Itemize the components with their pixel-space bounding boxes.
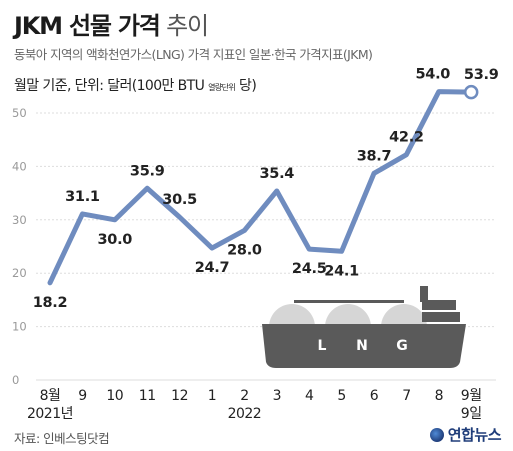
data-label: 30.0 (98, 232, 133, 248)
x-tick-label: 9 (78, 388, 86, 404)
series-jkm (47, 89, 474, 286)
y-tick-label: 30 (12, 213, 27, 227)
x-tick-label: 3 (273, 388, 281, 404)
data-label: 28.0 (227, 242, 262, 258)
last-data-point (463, 84, 479, 100)
chart-subtitle: 동북아 지역의 액화천연가스(LNG) 가격 지표인 일본·한국 가격지표(JK… (14, 47, 373, 62)
data-label: 54.0 (416, 67, 451, 83)
data-label: 18.2 (33, 295, 68, 311)
source-note: 자료: 인베스팅닷컴 (14, 431, 110, 446)
data-label: 24.5 (292, 261, 327, 277)
x-tick-label: 9월 (461, 388, 482, 404)
x-tick-label: 2 (240, 388, 248, 404)
lng-ship-illustration: L N G (262, 286, 466, 368)
data-label: 53.9 (464, 67, 499, 83)
ship-label-g: G (396, 338, 408, 354)
data-label: 35.9 (130, 163, 165, 179)
x-tick-label: 6 (370, 388, 379, 404)
data-label: 35.4 (260, 166, 295, 182)
data-points (49, 84, 479, 283)
unit-end: 당) (239, 78, 257, 94)
ship-deck-rail (294, 300, 404, 303)
series-line (47, 89, 474, 286)
x-tick-label: 4 (305, 388, 314, 404)
unit-main: 월말 기준, 단위: 달러(100만 BTU (14, 78, 205, 94)
ship-funnel (420, 286, 428, 302)
data-label: 38.7 (357, 148, 392, 164)
data-label: 42.2 (389, 130, 424, 146)
brand-globe-icon (429, 427, 444, 442)
x-tick-sublabel: 2021년 (27, 406, 73, 422)
data-label: 31.1 (65, 189, 100, 205)
x-tick-label: 8 (435, 388, 443, 404)
x-tick-label: 11 (139, 388, 156, 404)
x-tick-label: 12 (171, 388, 188, 404)
title-main: JKM 선물 가격 (14, 12, 161, 40)
x-tick-label: 8월 (40, 388, 61, 404)
brand-logo: 연합뉴스 (429, 424, 502, 445)
y-tick-label: 50 (12, 106, 27, 120)
x-tick-label: 10 (106, 388, 123, 404)
ship-bridge (422, 300, 456, 310)
y-tick-label: 20 (12, 266, 27, 280)
y-tick-label: 40 (12, 159, 27, 173)
title-light: 추이 (166, 12, 209, 40)
y-tick-label: 0 (12, 373, 19, 387)
x-tick-label: 7 (402, 388, 410, 404)
brand-name: 연합뉴스 (447, 426, 502, 444)
unit-note: 월말 기준, 단위: 달러(100만 BTU 열량단위 당) (14, 75, 257, 95)
x-tick-label: 1 (208, 388, 216, 404)
x-tick-label: 5 (337, 388, 345, 404)
x-tick-sublabel: 9일 (461, 406, 482, 422)
data-label: 24.7 (195, 260, 230, 276)
chart-title: JKM 선물 가격 추이 (14, 6, 209, 41)
data-label: 30.5 (162, 192, 197, 208)
y-tick-label: 10 (12, 320, 27, 334)
ship-label-l: L (318, 338, 327, 354)
ship-bridge (422, 312, 460, 322)
y-axis-ticks: 0 10 20 30 40 50 (12, 106, 27, 387)
ship-label-n: N (356, 338, 368, 354)
data-label: 24.1 (324, 263, 359, 279)
data-labels: 18.2 31.1 30.0 35.9 30.5 24.7 28.0 35.4 24.524.1… (33, 67, 499, 311)
ship-hull (262, 324, 466, 368)
x-tick-sublabel: 2022 (228, 406, 262, 422)
unit-small: 열량단위 (208, 83, 236, 92)
